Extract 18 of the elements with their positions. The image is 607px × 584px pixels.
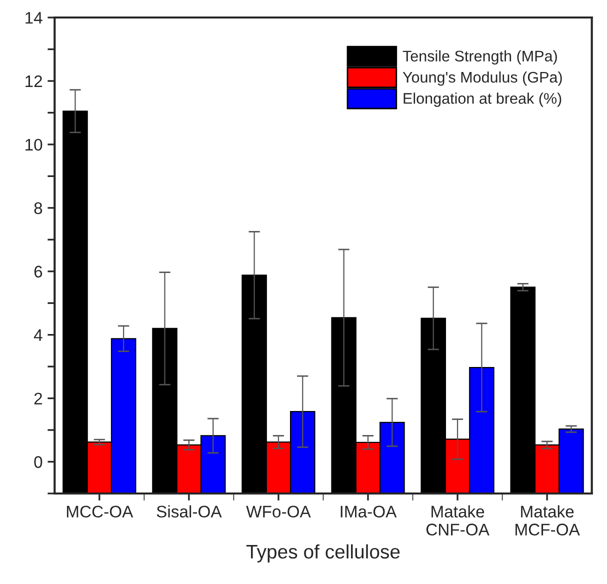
y-tick-label: 4 [34,329,42,341]
x-tick-label: IMa-OA [340,506,397,518]
x-tick-label: Matake CNF-OA [426,505,490,536]
y-tick-label: 12 [26,75,42,88]
x-tick-label: Matake MCF-OA [516,505,580,536]
y-tick-label: 10 [26,138,42,151]
legend-label: Elongation at break (%) [404,92,562,107]
y-tick-label: 14 [26,12,42,24]
y-tick-label: 8 [34,202,42,214]
x-tick-label: MCC-OA [66,506,134,518]
legend-label: Tensile Strength (MPa) [402,50,557,65]
x-axis-title: Types of cellulose [246,544,400,562]
y-tick-label: 0 [34,456,42,468]
x-tick-label: WFo-OA [246,506,311,518]
legend-label: Young's Modulus (GPa) [402,71,562,86]
y-tick-label: 2 [34,392,42,404]
x-tick-label: Sisal-OA [156,505,222,518]
y-tick-label: 6 [34,266,42,278]
